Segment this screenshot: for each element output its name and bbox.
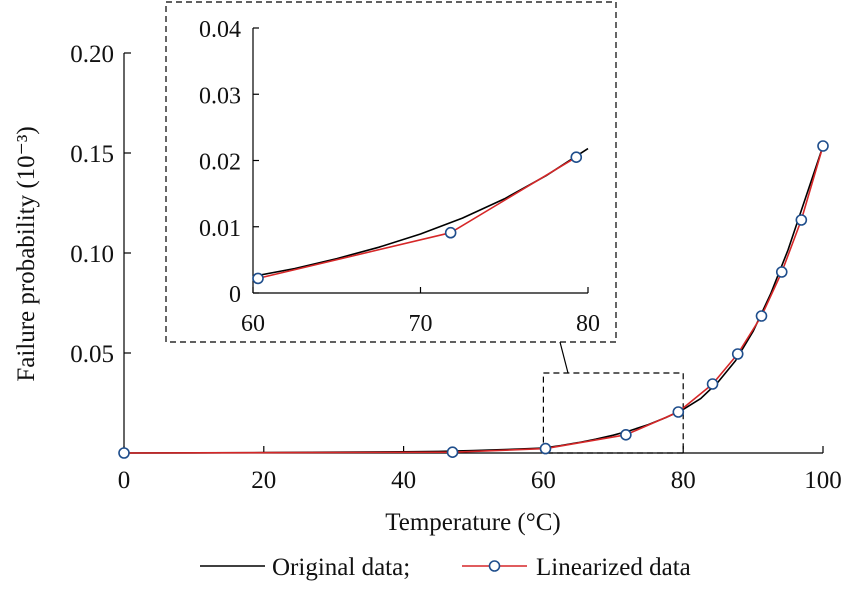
- y-axis-title: Failure probability (10⁻³): [13, 126, 40, 381]
- inset-series-1-point-3: [444, 226, 457, 239]
- main-series-1-point-6: [731, 348, 744, 360]
- main-series-1-point-1: [446, 446, 459, 459]
- main-x-tick-label-4: 80: [671, 467, 696, 494]
- x-axis-title: Temperature (°C): [385, 509, 561, 536]
- legend-label-linearized: Linearized data: [536, 554, 691, 581]
- inset-series-1-point-2: [252, 272, 264, 285]
- inset-y-tick-label-2: 0.02: [199, 150, 241, 176]
- inset-y-tick-label-4: 0.04: [199, 17, 241, 43]
- inset-x-tick-label-0: 60: [241, 311, 265, 337]
- main-y-tick-label-0: 0.05: [70, 341, 114, 368]
- main-plot: 0 20 40 60 80 100 0.05 0.10 0.15 0.20: [70, 41, 842, 494]
- legend-marker-linearized: [488, 560, 501, 572]
- main-x-tick-label-0: 0: [118, 467, 131, 494]
- main-series-1-point-4: [672, 406, 685, 418]
- inset-series-1-point-4: [570, 151, 583, 163]
- main-y-tick-label-1: 0.10: [70, 241, 114, 268]
- legend: Original data; Linearized data: [200, 554, 691, 581]
- inset-connector: [559, 341, 569, 374]
- main-series-1-point-5: [706, 378, 719, 390]
- main-series-1-point-9: [795, 214, 808, 226]
- main-x-tick-label-2: 40: [391, 467, 416, 494]
- main-series-1-point-0: [118, 447, 130, 459]
- main-series-1-point-10: [817, 140, 829, 152]
- main-series-1-point-3: [620, 428, 632, 441]
- main-series-1-point-8: [775, 266, 788, 278]
- main-x-tick-label-5: 100: [804, 467, 842, 494]
- inset-y-tick-label-3: 0.03: [199, 83, 241, 109]
- main-y-tick-label-2: 0.15: [70, 141, 114, 168]
- main-x-tick-label-1: 20: [251, 467, 276, 494]
- inset-plot: 60 70 80 0 0.01 0.02 0.03 0.04: [165, 1, 617, 374]
- zoom-region-box: [542, 372, 684, 454]
- main-series-1-point-2: [539, 442, 552, 455]
- inset-y-tick-label-0: 0: [229, 282, 241, 308]
- main-x-tick-label-3: 60: [531, 467, 556, 494]
- inset-x-tick-label-2: 80: [576, 311, 600, 337]
- main-y-tick-label-3: 0.20: [70, 41, 114, 68]
- inset-frame: [165, 1, 617, 343]
- inset-y-tick-label-1: 0.01: [199, 216, 241, 242]
- legend-label-original: Original data;: [272, 554, 410, 581]
- inset-x-tick-label-1: 70: [409, 311, 433, 337]
- main-series-1-point-7: [755, 310, 768, 322]
